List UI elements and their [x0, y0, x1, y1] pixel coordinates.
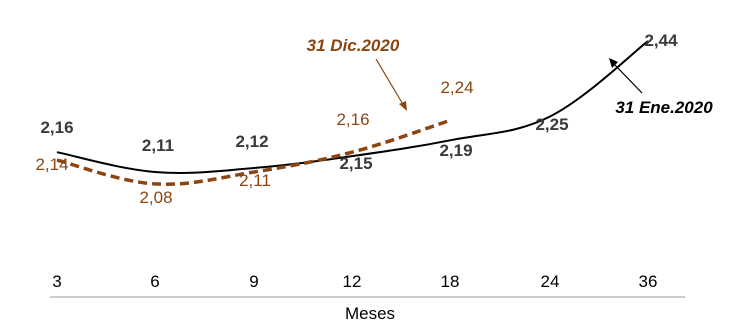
series-annotation-31-dic-2020: 31 Dic.2020	[307, 36, 400, 55]
data-label: 2,12	[235, 132, 268, 151]
data-labels-31-dic-2020: 2,14 2,08 2,11 2,16 2,24	[35, 78, 473, 207]
data-label: 2,19	[439, 141, 472, 160]
annotation-arrow-31-ene-2020	[609, 58, 643, 94]
x-axis-title: Meses	[345, 304, 395, 323]
series-line-31-dic-2020	[56, 118, 451, 186]
series-annotation-31-ene-2020: 31 Ene.2020	[615, 98, 713, 117]
series-line-31-ene-2020	[56, 40, 649, 174]
annotation-arrow-31-dic-2020	[375, 58, 407, 111]
x-tick-label: 6	[150, 272, 159, 291]
x-tick-label: 12	[343, 272, 362, 291]
data-label: 2,08	[139, 188, 172, 207]
data-label: 2,24	[440, 78, 473, 97]
x-tick-label: 36	[639, 272, 658, 291]
x-tick-label: 9	[249, 272, 258, 291]
data-label: 2,11	[142, 136, 174, 155]
x-tick-label: 24	[541, 272, 560, 291]
x-tick-label: 3	[52, 272, 61, 291]
data-label: 2,15	[339, 154, 372, 173]
data-label: 2,14	[35, 155, 68, 174]
data-label: 2,16	[40, 118, 73, 137]
x-tick-label: 18	[441, 272, 460, 291]
data-label: 2,25	[535, 115, 568, 134]
data-label: 2,16	[336, 110, 369, 129]
data-labels-31-ene-2020: 2,16 2,11 2,12 2,15 2,19 2,25 2,44	[40, 31, 678, 173]
data-label: 2,44	[644, 31, 678, 50]
data-label: 2,11	[239, 171, 271, 190]
x-tick-labels: 3 6 9 12 18 24 36	[52, 272, 657, 291]
